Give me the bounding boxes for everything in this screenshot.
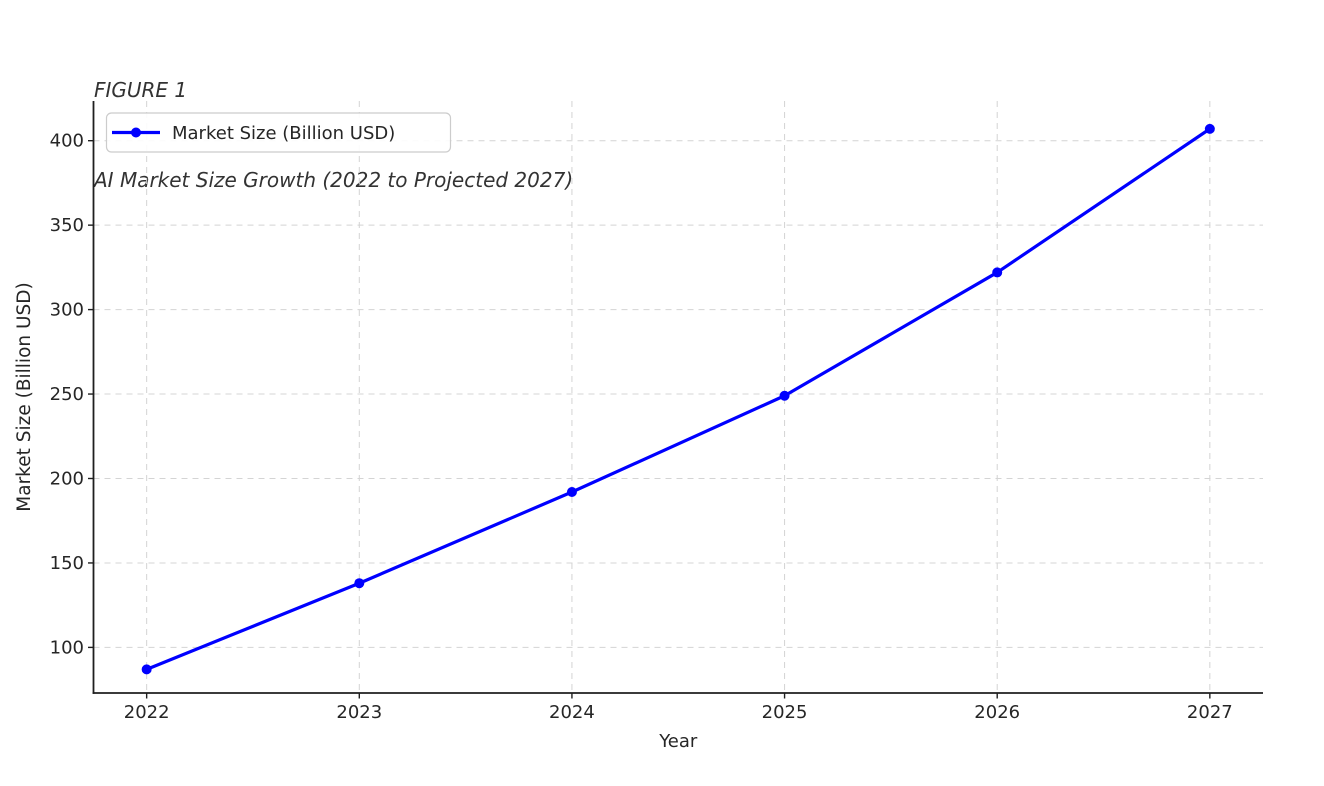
- data-point: [992, 267, 1003, 278]
- y-tick-label: 300: [50, 300, 84, 321]
- figure-title-line1: FIGURE 1: [94, 78, 188, 102]
- data-point: [1204, 123, 1215, 134]
- x-tick-label: 2025: [762, 702, 808, 723]
- x-axis-label: Year: [658, 731, 698, 752]
- y-tick-label: 200: [50, 468, 84, 489]
- y-tick-label: 100: [50, 637, 84, 658]
- y-tick-label: 150: [50, 553, 84, 574]
- legend-label: Market Size (Billion USD): [172, 123, 395, 144]
- x-tick-label: 2026: [974, 702, 1020, 723]
- data-point: [354, 578, 365, 589]
- x-tick-label: 2023: [336, 702, 382, 723]
- legend-box: [105, 112, 452, 153]
- y-tick-label: 400: [50, 131, 84, 152]
- figure-title-line2: AI Market Size Growth (2022 to Projected…: [94, 168, 574, 192]
- x-tick-label: 2027: [1187, 702, 1233, 723]
- figure-title: FIGURE 1 AI Market Size Growth (2022 to …: [94, 15, 573, 255]
- y-tick-label: 350: [50, 215, 84, 236]
- x-tick-label: 2024: [549, 702, 595, 723]
- legend-marker-icon: [131, 127, 141, 138]
- data-point: [779, 390, 790, 401]
- data-point: [141, 664, 152, 675]
- data-line: [145, 127, 1212, 671]
- x-tick-label: 2022: [124, 702, 170, 723]
- y-tick-label: 250: [50, 384, 84, 405]
- y-axis-label: Market Size (Billion USD): [14, 282, 35, 511]
- data-point: [566, 487, 577, 498]
